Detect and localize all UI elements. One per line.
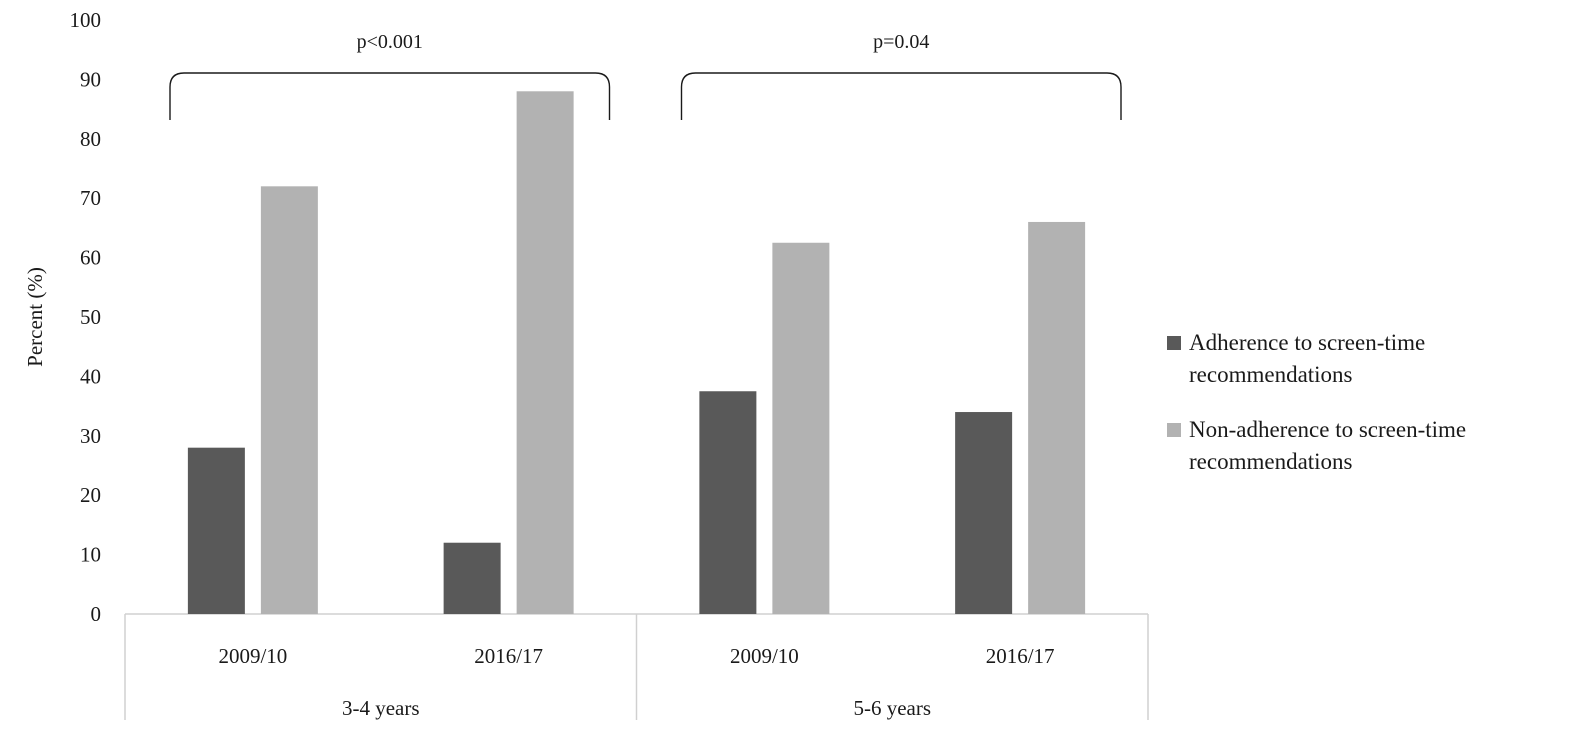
- bar-series-1-2: [443, 542, 501, 614]
- y-tick-label: 30: [80, 424, 101, 448]
- x-axis: 2009/10 2016/17 3-4 years 2009/10 2016/17 5-6…: [124, 613, 1149, 720]
- bar-series-2-4: [1028, 221, 1086, 614]
- legend-label-1: recommendations: [1189, 362, 1353, 387]
- significance-brackets: p<0.001 p=0.04: [169, 31, 1122, 120]
- significance-label: p<0.001: [357, 31, 423, 53]
- x-group-label: 3-4 years: [342, 696, 420, 720]
- bar-series-2-2: [516, 91, 574, 614]
- legend: Adherence to screen-time recommendations N…: [1167, 330, 1466, 474]
- legend-label-1: Adherence to screen-time: [1189, 330, 1425, 355]
- y-tick-label: 90: [80, 67, 101, 91]
- y-axis-ticks: 0 10 20 30 40 50 60 70 80 90 100: [70, 8, 102, 626]
- legend-label-2: recommendations: [1189, 449, 1353, 474]
- legend-label-2: Non-adherence to screen-time: [1189, 417, 1466, 442]
- bar-series-1-3: [699, 391, 757, 614]
- significance-bracket: [169, 72, 611, 120]
- bar-series-1-4: [955, 412, 1013, 614]
- x-category-label: 2009/10: [218, 644, 287, 668]
- y-tick-label: 70: [80, 186, 101, 210]
- bar-series-2-1: [260, 186, 318, 614]
- significance-bracket: [680, 72, 1122, 120]
- legend-swatch-2: [1167, 423, 1181, 437]
- significance-label: p=0.04: [873, 31, 929, 53]
- y-axis-title: Percent (%): [23, 267, 47, 367]
- y-tick-label: 0: [91, 602, 102, 626]
- bar-series-2-3: [772, 242, 830, 614]
- y-tick-label: 50: [80, 305, 101, 329]
- y-tick-label: 100: [70, 8, 102, 32]
- y-tick-label: 40: [80, 364, 101, 388]
- bar-series-1-1: [187, 447, 245, 614]
- bars: [187, 91, 1086, 614]
- x-group-label: 5-6 years: [853, 696, 931, 720]
- x-category-label: 2016/17: [986, 644, 1055, 668]
- y-tick-label: 10: [80, 543, 101, 567]
- y-tick-label: 80: [80, 127, 101, 151]
- x-category-label: 2009/10: [730, 644, 799, 668]
- legend-swatch-1: [1167, 336, 1181, 350]
- y-tick-label: 60: [80, 246, 101, 270]
- x-category-label: 2016/17: [474, 644, 543, 668]
- y-tick-label: 20: [80, 483, 101, 507]
